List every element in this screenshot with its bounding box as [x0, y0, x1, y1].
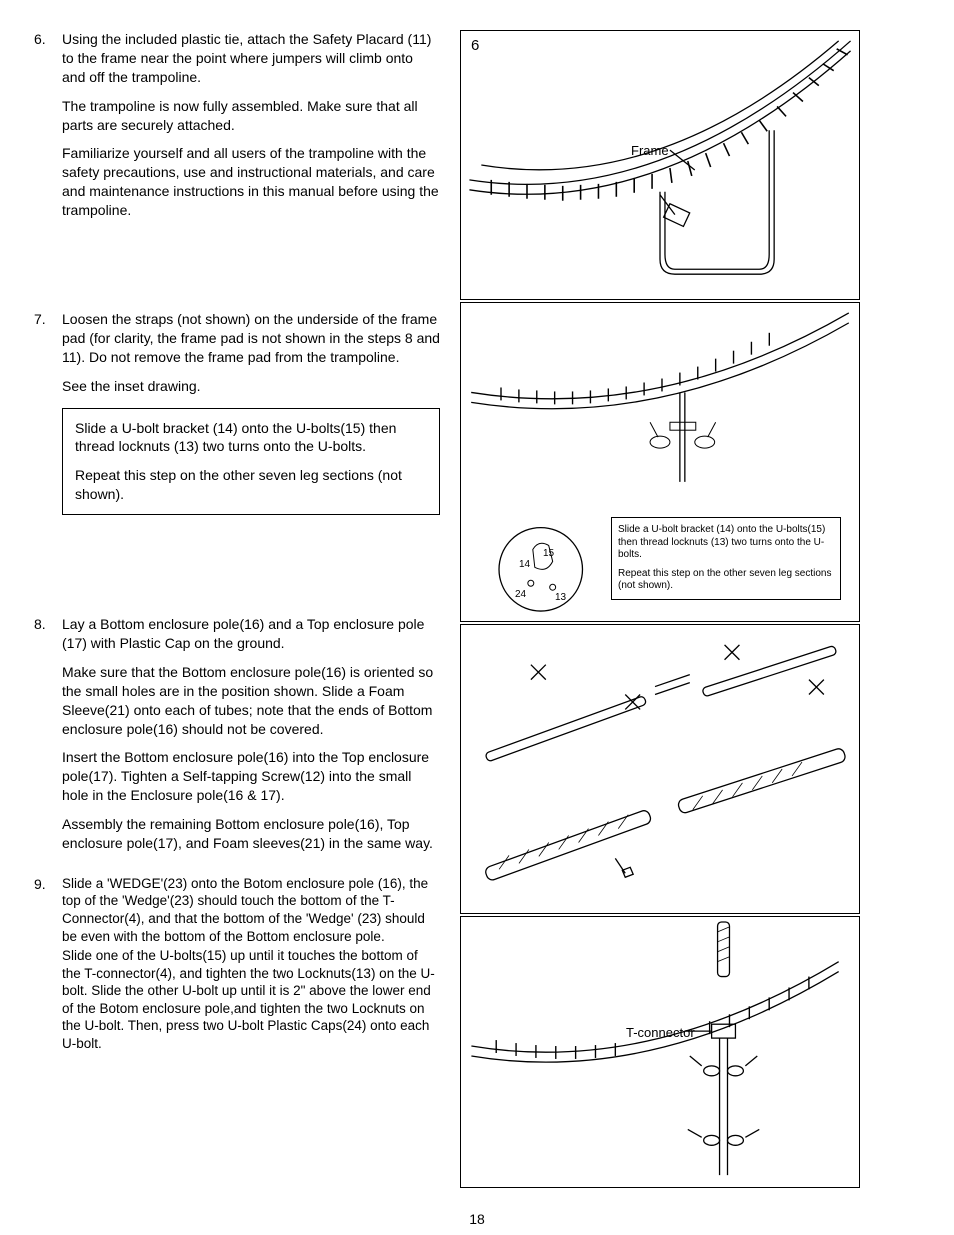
step-number: 9.	[34, 875, 46, 894]
callout-text: Repeat this step on the other seven leg …	[75, 466, 427, 504]
step-text: Insert the Bottom enclosure pole(16) int…	[62, 748, 440, 805]
figure-9-diagram	[461, 917, 859, 1187]
callout-box: Slide a U-bolt bracket (14) onto the U-b…	[62, 408, 440, 516]
step-text: Familiarize yourself and all users of th…	[62, 144, 440, 220]
step-text: Loosen the straps (not shown) on the und…	[62, 310, 440, 367]
step-text: Make sure that the Bottom enclosure pole…	[62, 663, 440, 739]
figure-label-frame: Frame	[631, 143, 669, 158]
step-7: 7. Loosen the straps (not shown) on the …	[40, 310, 440, 515]
figure-6-diagram	[461, 31, 859, 299]
step-body: Lay a Bottom enclosure pole(16) and a To…	[62, 615, 440, 853]
document-page: 6. Using the included plastic tie, attac…	[0, 0, 954, 1235]
step-text: Using the included plastic tie, attach t…	[62, 30, 440, 87]
step-body: Slide a 'WEDGE'(23) onto the Botom enclo…	[62, 875, 440, 1052]
inset-text: Repeat this step on the other seven leg …	[618, 568, 834, 593]
step-body: Using the included plastic tie, attach t…	[62, 30, 440, 220]
step-text: Lay a Bottom enclosure pole(16) and a To…	[62, 615, 440, 653]
step-number: 7.	[34, 310, 46, 329]
part-number-24: 24	[515, 589, 526, 600]
two-column-layout: 6. Using the included plastic tie, attac…	[40, 30, 914, 1190]
step-8: 8. Lay a Bottom enclosure pole(16) and a…	[40, 615, 440, 853]
part-number-13: 13	[555, 592, 566, 603]
step-6: 6. Using the included plastic tie, attac…	[40, 30, 440, 220]
figure-9: T-connector	[460, 916, 860, 1188]
step-text: See the inset drawing.	[62, 377, 440, 396]
figure-label-tconnector: T-connector	[626, 1025, 695, 1040]
part-number-15: 15	[543, 548, 554, 559]
inset-text: Slide a U-bolt bracket (14) onto the U-b…	[618, 524, 834, 562]
step-body: Loosen the straps (not shown) on the und…	[62, 310, 440, 396]
figure-8	[460, 624, 860, 914]
figure-8-diagram	[461, 625, 859, 913]
instructions-column: 6. Using the included plastic tie, attac…	[40, 30, 440, 1190]
part-number-14: 14	[519, 559, 530, 570]
figure-number: 6	[471, 37, 479, 54]
figures-column: 6 Frame	[460, 30, 900, 1190]
step-text: Assembly the remaining Bottom enclosure …	[62, 815, 440, 853]
figure-7: 15 14 24 13 Slide a U-bolt bracket (14) …	[460, 302, 860, 622]
step-text: Slide one of the U-bolts(15) up until it…	[62, 947, 440, 1052]
step-number: 8.	[34, 615, 46, 634]
step-number: 6.	[34, 30, 46, 49]
callout-text: Slide a U-bolt bracket (14) onto the U-b…	[75, 419, 427, 457]
step-9: 9. Slide a 'WEDGE'(23) onto the Botom en…	[40, 875, 440, 1052]
figure-7-inset-box: Slide a U-bolt bracket (14) onto the U-b…	[611, 517, 841, 600]
figure-6: 6 Frame	[460, 30, 860, 300]
step-text: Slide a 'WEDGE'(23) onto the Botom enclo…	[62, 875, 440, 945]
page-number: 18	[0, 1211, 954, 1227]
step-text: The trampoline is now fully assembled. M…	[62, 97, 440, 135]
